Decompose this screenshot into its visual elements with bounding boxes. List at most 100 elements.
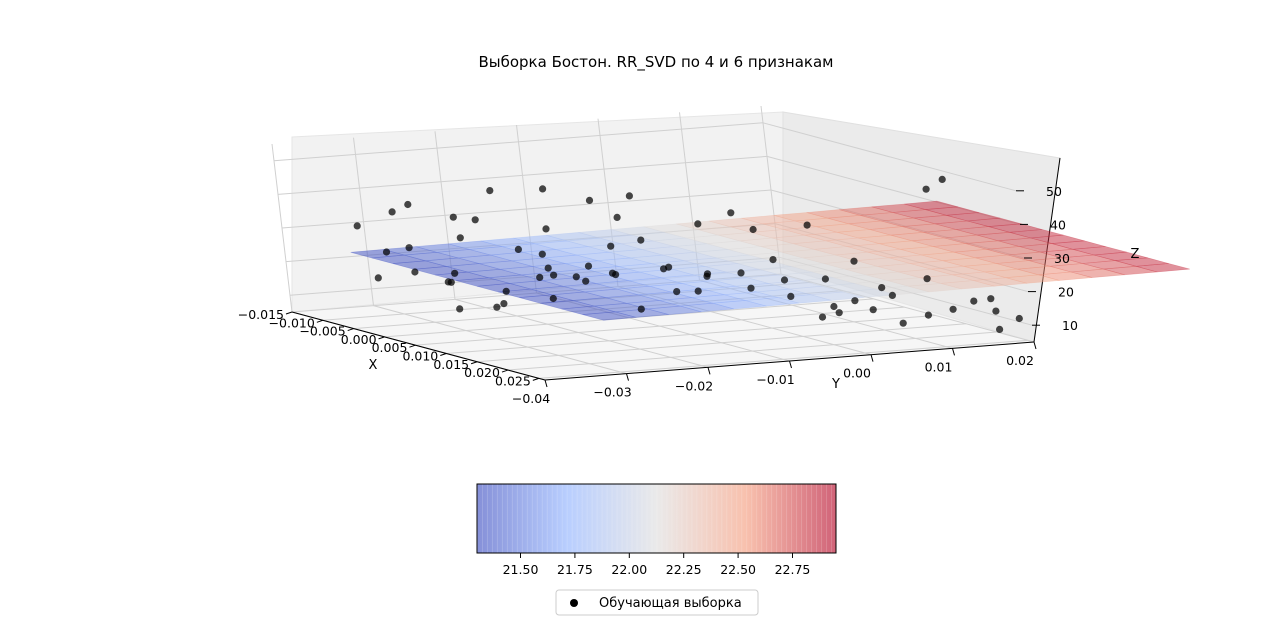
y-tick-label: −0.03: [593, 385, 631, 400]
data-point: [780, 276, 789, 284]
colorbar-stripe: [661, 484, 663, 553]
colorbar-stripe: [826, 484, 827, 553]
legend: Обучающая выборка: [555, 589, 759, 616]
colorbar-ticks: 21.50 21.75 22.00 22.25 22.50 22.75: [503, 553, 810, 577]
colorbar-stripe: [731, 484, 733, 553]
y-tick-mark: [1033, 341, 1037, 350]
y-tick-label: 0.02: [1006, 353, 1034, 368]
colorbar-stripe: [806, 484, 807, 553]
colorbar-stripe: [606, 484, 608, 553]
colorbar-stripe: [831, 484, 832, 553]
colorbar-stripe: [631, 484, 633, 553]
axes-3d: −0.015−0.010−0.0050.0000.0050.0100.0150.…: [238, 105, 1190, 406]
data-point: [923, 275, 931, 283]
colorbar-stripe: [686, 484, 688, 553]
z-axis-label: Z: [1131, 247, 1140, 262]
z-tick-label: 40: [1050, 217, 1066, 232]
z-tick-label: 10: [1062, 318, 1078, 333]
chart-title: Выборка Бостон. RR_SVD по 4 и 6 признака…: [478, 53, 833, 72]
colorbar-stripe: [696, 484, 698, 553]
colorbar-stripe: [626, 484, 628, 553]
data-point: [924, 311, 933, 319]
data-point: [749, 225, 757, 234]
data-point: [818, 313, 827, 321]
x-tick-label: 0.010: [402, 348, 438, 363]
data-point: [694, 287, 702, 295]
y-tick-mark: [707, 367, 711, 375]
data-point: [869, 306, 877, 314]
colorbar-stripe: [651, 484, 653, 553]
data-point: [703, 270, 712, 278]
data-point: [660, 265, 668, 273]
x-tick-label: 0.005: [372, 340, 408, 355]
data-point: [673, 288, 681, 296]
colorbar-gradient: [477, 484, 836, 553]
data-point: [471, 216, 479, 224]
data-point: [821, 275, 830, 283]
colorbar-stripe: [526, 484, 528, 553]
colorbar-stripe: [811, 484, 812, 553]
colorbar-stripe: [536, 484, 538, 553]
y-axis-ticks: −0.04 −0.03 −0.02 −0.01 0.00 0.01 0.02: [512, 341, 1037, 406]
colorbar-stripe: [776, 484, 778, 553]
colorbar-stripe: [596, 484, 598, 553]
colorbar-stripe: [506, 484, 508, 553]
colorbar-stripe: [781, 484, 783, 553]
data-point: [449, 213, 457, 221]
data-point: [456, 234, 464, 242]
colorbar-stripe: [566, 484, 568, 553]
data-point: [970, 297, 978, 305]
colorbar-stripe: [671, 484, 673, 553]
data-point: [637, 236, 645, 244]
x-axis-label: X: [369, 358, 378, 373]
data-point: [613, 213, 621, 221]
colorbar-stripe: [736, 484, 738, 553]
data-point: [992, 307, 1000, 315]
legend-label: Обучающая выборка: [599, 596, 742, 611]
data-point: [404, 200, 412, 209]
colorbar-stripe: [621, 484, 623, 553]
colorbar-stripes: [477, 484, 832, 553]
colorbar-stripe: [716, 484, 718, 553]
colorbar-stripe: [546, 484, 548, 553]
y-tick-mark: [626, 373, 629, 381]
data-point: [550, 271, 558, 279]
data-point: [549, 294, 557, 303]
data-point: [949, 305, 957, 313]
colorbar-stripe: [541, 484, 543, 553]
data-point: [411, 268, 419, 276]
data-point: [456, 305, 464, 313]
data-point: [539, 185, 547, 193]
data-point: [899, 319, 907, 327]
data-point: [987, 295, 995, 303]
data-point: [922, 185, 930, 193]
colorbar-tick-label: 22.25: [666, 562, 702, 577]
data-point: [787, 292, 795, 300]
colorbar-tick-label: 21.50: [503, 562, 539, 577]
colorbar-stripe: [771, 484, 773, 553]
colorbar-stripe: [656, 484, 658, 553]
colorbar-stripe: [796, 484, 798, 553]
x-tick-mark: [470, 361, 478, 365]
y-tick-label: −0.01: [756, 372, 794, 387]
data-point: [694, 220, 702, 228]
colorbar-stripe: [481, 484, 483, 553]
colorbar-stripe: [591, 484, 593, 553]
colorbar-tick-label: 22.00: [611, 562, 647, 577]
data-point: [538, 250, 546, 258]
data-point: [572, 273, 580, 281]
scatter-points: [353, 175, 1023, 333]
data-point: [607, 242, 615, 250]
grid-line-z: [277, 155, 768, 195]
data-point: [727, 209, 735, 217]
grid-line-z: [281, 189, 772, 229]
y-axis-label: Y: [831, 377, 840, 392]
colorbar-stripe: [676, 484, 678, 553]
colorbar-stripe: [706, 484, 708, 553]
colorbar-stripe: [761, 484, 763, 553]
x-tick-mark: [347, 328, 354, 332]
z-tick-label: 50: [1046, 184, 1062, 199]
x-tick-label: 0.025: [495, 373, 531, 388]
z-tick-label: 30: [1054, 251, 1070, 266]
